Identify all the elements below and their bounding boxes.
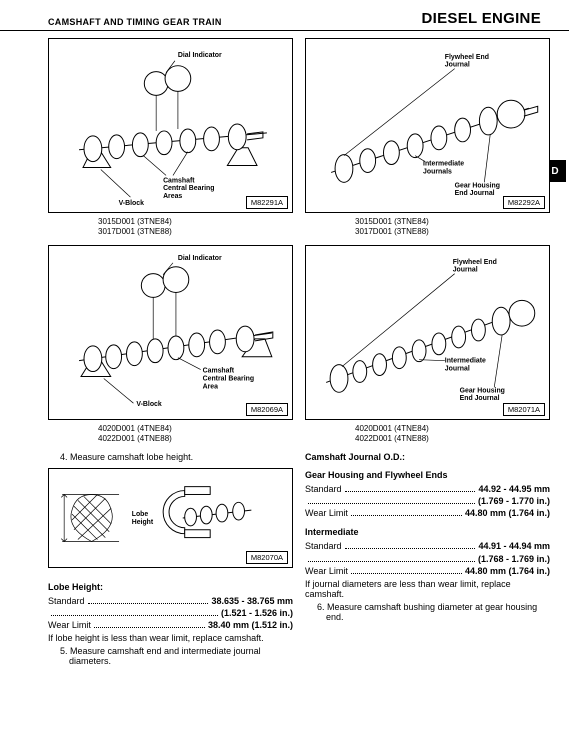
step-4: 4. Measure camshaft lobe height. [60,452,293,462]
journal-note: If journal diameters are less than wear … [305,579,550,599]
figure-tr: Flywheel EndJournal IntermediateJournals… [305,38,550,213]
figure-code: M82069A [246,403,288,416]
svg-text:IntermediateJournals: IntermediateJournals [423,161,464,176]
svg-text:V-Block: V-Block [119,200,144,207]
figure-code: M82291A [246,196,288,209]
header-left: CAMSHAFT AND TIMING GEAR TRAIN [48,17,222,27]
label-dial: Dial Indicator [178,52,222,59]
lobe-note: If lobe height is less than wear limit, … [48,633,293,643]
figure-code: M82292A [503,196,545,209]
models-mr: 4020D001 (4TNE84) 4022D001 (4TNE88) [355,424,550,444]
spec-row: Standard44.91 - 44.94 mm [305,540,550,552]
svg-text:LobeHeight: LobeHeight [132,511,154,526]
journal-sec1-heading: Gear Housing and Flywheel Ends [305,470,550,480]
spec-row: Standard38.635 - 38.765 mm [48,595,293,607]
svg-text:CamshaftCentral BearingArea: CamshaftCentral BearingArea [203,368,254,391]
figure-mr: Flywheel EndJournal IntermediateJournal … [305,245,550,420]
spec-row: Wear Limit38.40 mm (1.512 in.) [48,619,293,631]
svg-text:CamshaftCentral BearingAreas: CamshaftCentral BearingAreas [163,177,214,200]
figure-tl: Dial Indicator V-Block CamshaftCentral B… [48,38,293,213]
step-6: 6. Measure camshaft bushing diameter at … [317,602,550,622]
journal-sec2-heading: Intermediate [305,527,550,537]
figure-code: M82070A [246,551,288,564]
lobe-heading: Lobe Height: [48,582,293,592]
figure-bl: LobeHeight M82070A [48,468,293,568]
models-tr: 3015D001 (3TNE84) 3017D001 (3TNE88) [355,217,550,237]
svg-text:IntermediateJournal: IntermediateJournal [445,358,486,373]
spec-row: Wear Limit44.80 mm (1.764 in.) [305,507,550,519]
spec-row: Standard44.92 - 44.95 mm [305,483,550,495]
svg-text:Flywheel EndJournal: Flywheel EndJournal [445,54,489,69]
spec-row: .(1.768 - 1.769 in.) [305,553,550,565]
svg-text:Flywheel EndJournal: Flywheel EndJournal [453,259,497,274]
page-header: CAMSHAFT AND TIMING GEAR TRAIN DIESEL EN… [0,0,569,31]
svg-text:Gear HousingEnd Journal: Gear HousingEnd Journal [460,387,505,402]
spec-row: .(1.769 - 1.770 in.) [305,495,550,507]
journal-heading: Camshaft Journal O.D.: [305,452,550,462]
header-right: DIESEL ENGINE [422,10,541,27]
svg-text:Gear HousingEnd Journal: Gear HousingEnd Journal [455,182,500,197]
figure-code: M82071A [503,403,545,416]
spec-row: Wear Limit44.80 mm (1.764 in.) [305,565,550,577]
models-ml: 4020D001 (4TNE84) 4022D001 (4TNE88) [98,424,293,444]
figure-ml: Dial Indicator CamshaftCentral BearingAr… [48,245,293,420]
models-tl: 3015D001 (3TNE84) 3017D001 (3TNE88) [98,217,293,237]
svg-text:V-Block: V-Block [136,401,161,408]
step-5: 5. Measure camshaft end and intermediate… [60,646,293,666]
spec-row: .(1.521 - 1.526 in.) [48,607,293,619]
svg-text:Dial Indicator: Dial Indicator [178,255,222,262]
